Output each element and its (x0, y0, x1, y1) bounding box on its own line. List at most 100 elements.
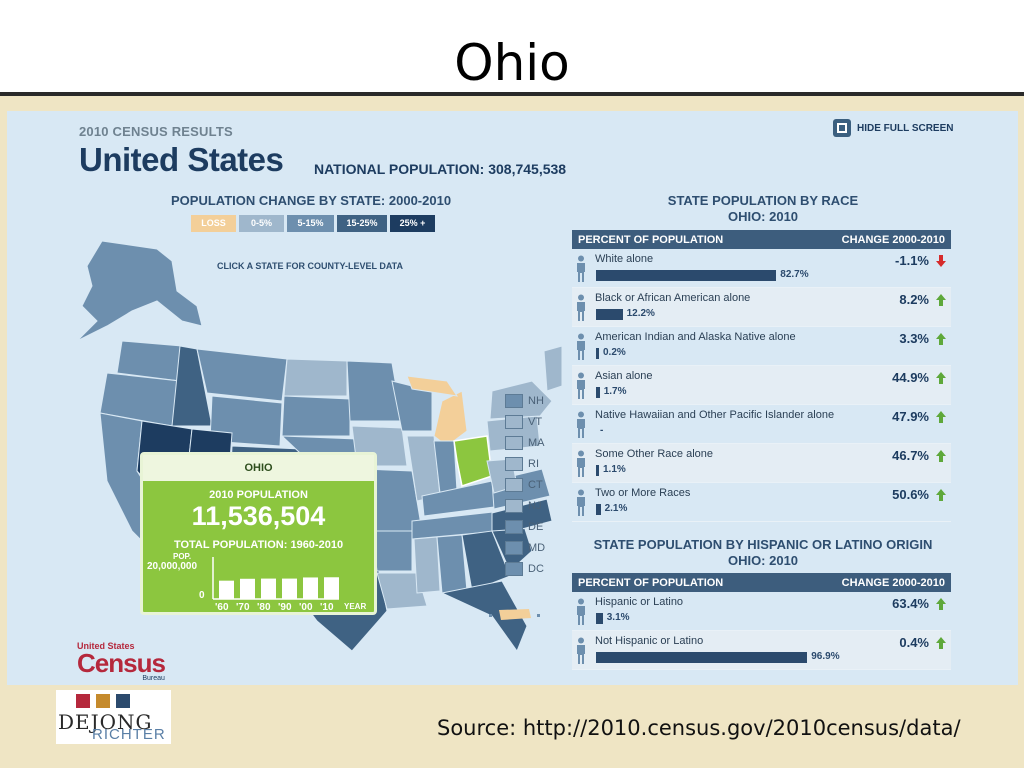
small-state-row[interactable]: DE (505, 516, 545, 537)
pct-bar (596, 652, 808, 663)
state-louisiana (376, 572, 428, 610)
census-logo-top: United States (77, 641, 135, 651)
state-mississippi (413, 536, 441, 594)
person-icon (577, 598, 585, 625)
puerto-rico-dot (489, 614, 492, 617)
arrow-up-icon (936, 637, 946, 649)
state-puerto-rico (499, 609, 531, 620)
small-state-row[interactable]: DC (505, 558, 545, 579)
small-state-swatch[interactable] (505, 477, 523, 492)
hide-full-screen-button[interactable]: HIDE FULL SCREEN (833, 119, 954, 137)
map-title: POPULATION CHANGE BY STATE: 2000-2010 (171, 193, 452, 208)
table-row: Asian alone 1.7% 44.9% (572, 366, 951, 405)
pop-bar (282, 578, 297, 599)
small-state-label: DC (528, 562, 544, 575)
small-state-row[interactable]: NH (505, 390, 545, 411)
legend-item[interactable]: 15-25% (337, 215, 387, 232)
country-title: United States (79, 141, 284, 178)
year-label: '70 (236, 602, 250, 613)
change-value: 8.2% (899, 292, 929, 307)
arrow-up-icon (936, 450, 946, 462)
change-value: 0.4% (899, 635, 929, 650)
pct-bar (596, 387, 600, 398)
hispanic-table: PERCENT OF POPULATION CHANGE 2000-2010 H… (572, 573, 951, 670)
hispanic-subtitle: OHIO: 2010 (727, 553, 799, 568)
pct-bar (596, 504, 601, 515)
race-table: PERCENT OF POPULATION CHANGE 2000-2010 W… (572, 230, 951, 522)
logo-line-1: DEJONG (58, 710, 153, 734)
row-label: Not Hispanic or Latino (595, 635, 704, 647)
small-state-swatch[interactable] (505, 561, 523, 576)
pop-axis-unit: POP. (173, 552, 192, 561)
small-state-swatch[interactable] (505, 456, 523, 471)
arrow-up-icon (936, 333, 946, 345)
legend-item[interactable]: LOSS (191, 215, 236, 232)
ohio-total-label: TOTAL POPULATION: 1960-2010 (173, 539, 344, 551)
small-state-label: NJ (528, 499, 542, 512)
state-north-dakota (283, 358, 348, 397)
legend-item[interactable]: 25% + (390, 215, 435, 232)
race-table-header: PERCENT OF POPULATION CHANGE 2000-2010 (572, 230, 951, 249)
small-state-row[interactable]: MD (505, 537, 545, 558)
small-state-label: NH (528, 394, 544, 407)
pct-value: 1.1% (603, 464, 626, 475)
person-icon (577, 450, 585, 477)
small-state-swatch[interactable] (505, 519, 523, 534)
table-row: White alone 82.7% -1.1% (572, 249, 951, 288)
census-logo-main: Census (77, 648, 166, 678)
row-label: Asian alone (595, 370, 653, 382)
pct-value: 12.2% (626, 308, 655, 319)
hispanic-table-header: PERCENT OF POPULATION CHANGE 2000-2010 (572, 573, 951, 592)
arrow-up-icon (936, 598, 946, 610)
ohio-card: OHIO 2010 POPULATION 11,536,504 TOTAL PO… (140, 452, 377, 615)
row-label: American Indian and Alaska Native alone (595, 331, 796, 343)
person-icon (577, 411, 585, 438)
state-montana (196, 348, 288, 402)
small-state-swatch[interactable] (505, 393, 523, 408)
person-icon (577, 333, 585, 360)
change-value: -1.1% (895, 253, 929, 268)
small-states-list: NH VT MA RI CT NJ DE MD DC (505, 390, 545, 579)
person-icon (577, 637, 585, 664)
pct-bar (596, 270, 777, 281)
person-icon (577, 255, 585, 282)
pct-bar (596, 465, 599, 476)
small-state-row[interactable]: RI (505, 453, 545, 474)
table-row: Two or More Races 2.1% 50.6% (572, 483, 951, 522)
legend-item[interactable]: 5-15% (287, 215, 334, 232)
puerto-rico-map[interactable] (487, 606, 547, 626)
small-state-swatch[interactable] (505, 414, 523, 429)
row-label: White alone (595, 253, 654, 265)
state-alabama (436, 534, 468, 594)
census-results-label: 2010 CENSUS RESULTS (79, 124, 233, 139)
arrow-down-icon (936, 255, 946, 267)
table-row: Native Hawaiian and Other Pacific Island… (572, 405, 951, 444)
row-label: Black or African American alone (595, 292, 751, 304)
arrow-up-icon (936, 489, 946, 501)
race-title: STATE POPULATION BY RACE (667, 193, 859, 208)
change-value: 46.7% (892, 448, 929, 463)
change-value: 63.4% (892, 596, 929, 611)
arrow-up-icon (936, 372, 946, 384)
small-state-label: VT (528, 415, 543, 428)
small-state-swatch[interactable] (505, 540, 523, 555)
year-label: '80 (257, 602, 271, 613)
table-row: American Indian and Alaska Native alone 0… (572, 327, 951, 366)
small-state-swatch[interactable] (505, 435, 523, 450)
pct-value: 1.7% (603, 386, 627, 397)
small-state-row[interactable]: VT (505, 411, 545, 432)
map-legend: LOSS 0-5% 5-15% 15-25% 25% + (191, 215, 435, 232)
pct-value: 0.2% (603, 347, 626, 358)
state-south-dakota (281, 395, 351, 437)
person-icon (577, 489, 585, 516)
slide-title-bar: Ohio (0, 0, 1024, 96)
small-state-label: CT (528, 478, 543, 491)
state-michigan (433, 390, 468, 447)
pop-bar (240, 578, 255, 599)
small-state-row[interactable]: NJ (505, 495, 545, 516)
small-state-swatch[interactable] (505, 498, 523, 513)
small-state-row[interactable]: MA (505, 432, 545, 453)
row-label: Hispanic or Latino (595, 596, 684, 608)
small-state-row[interactable]: CT (505, 474, 545, 495)
legend-item[interactable]: 0-5% (239, 215, 284, 232)
